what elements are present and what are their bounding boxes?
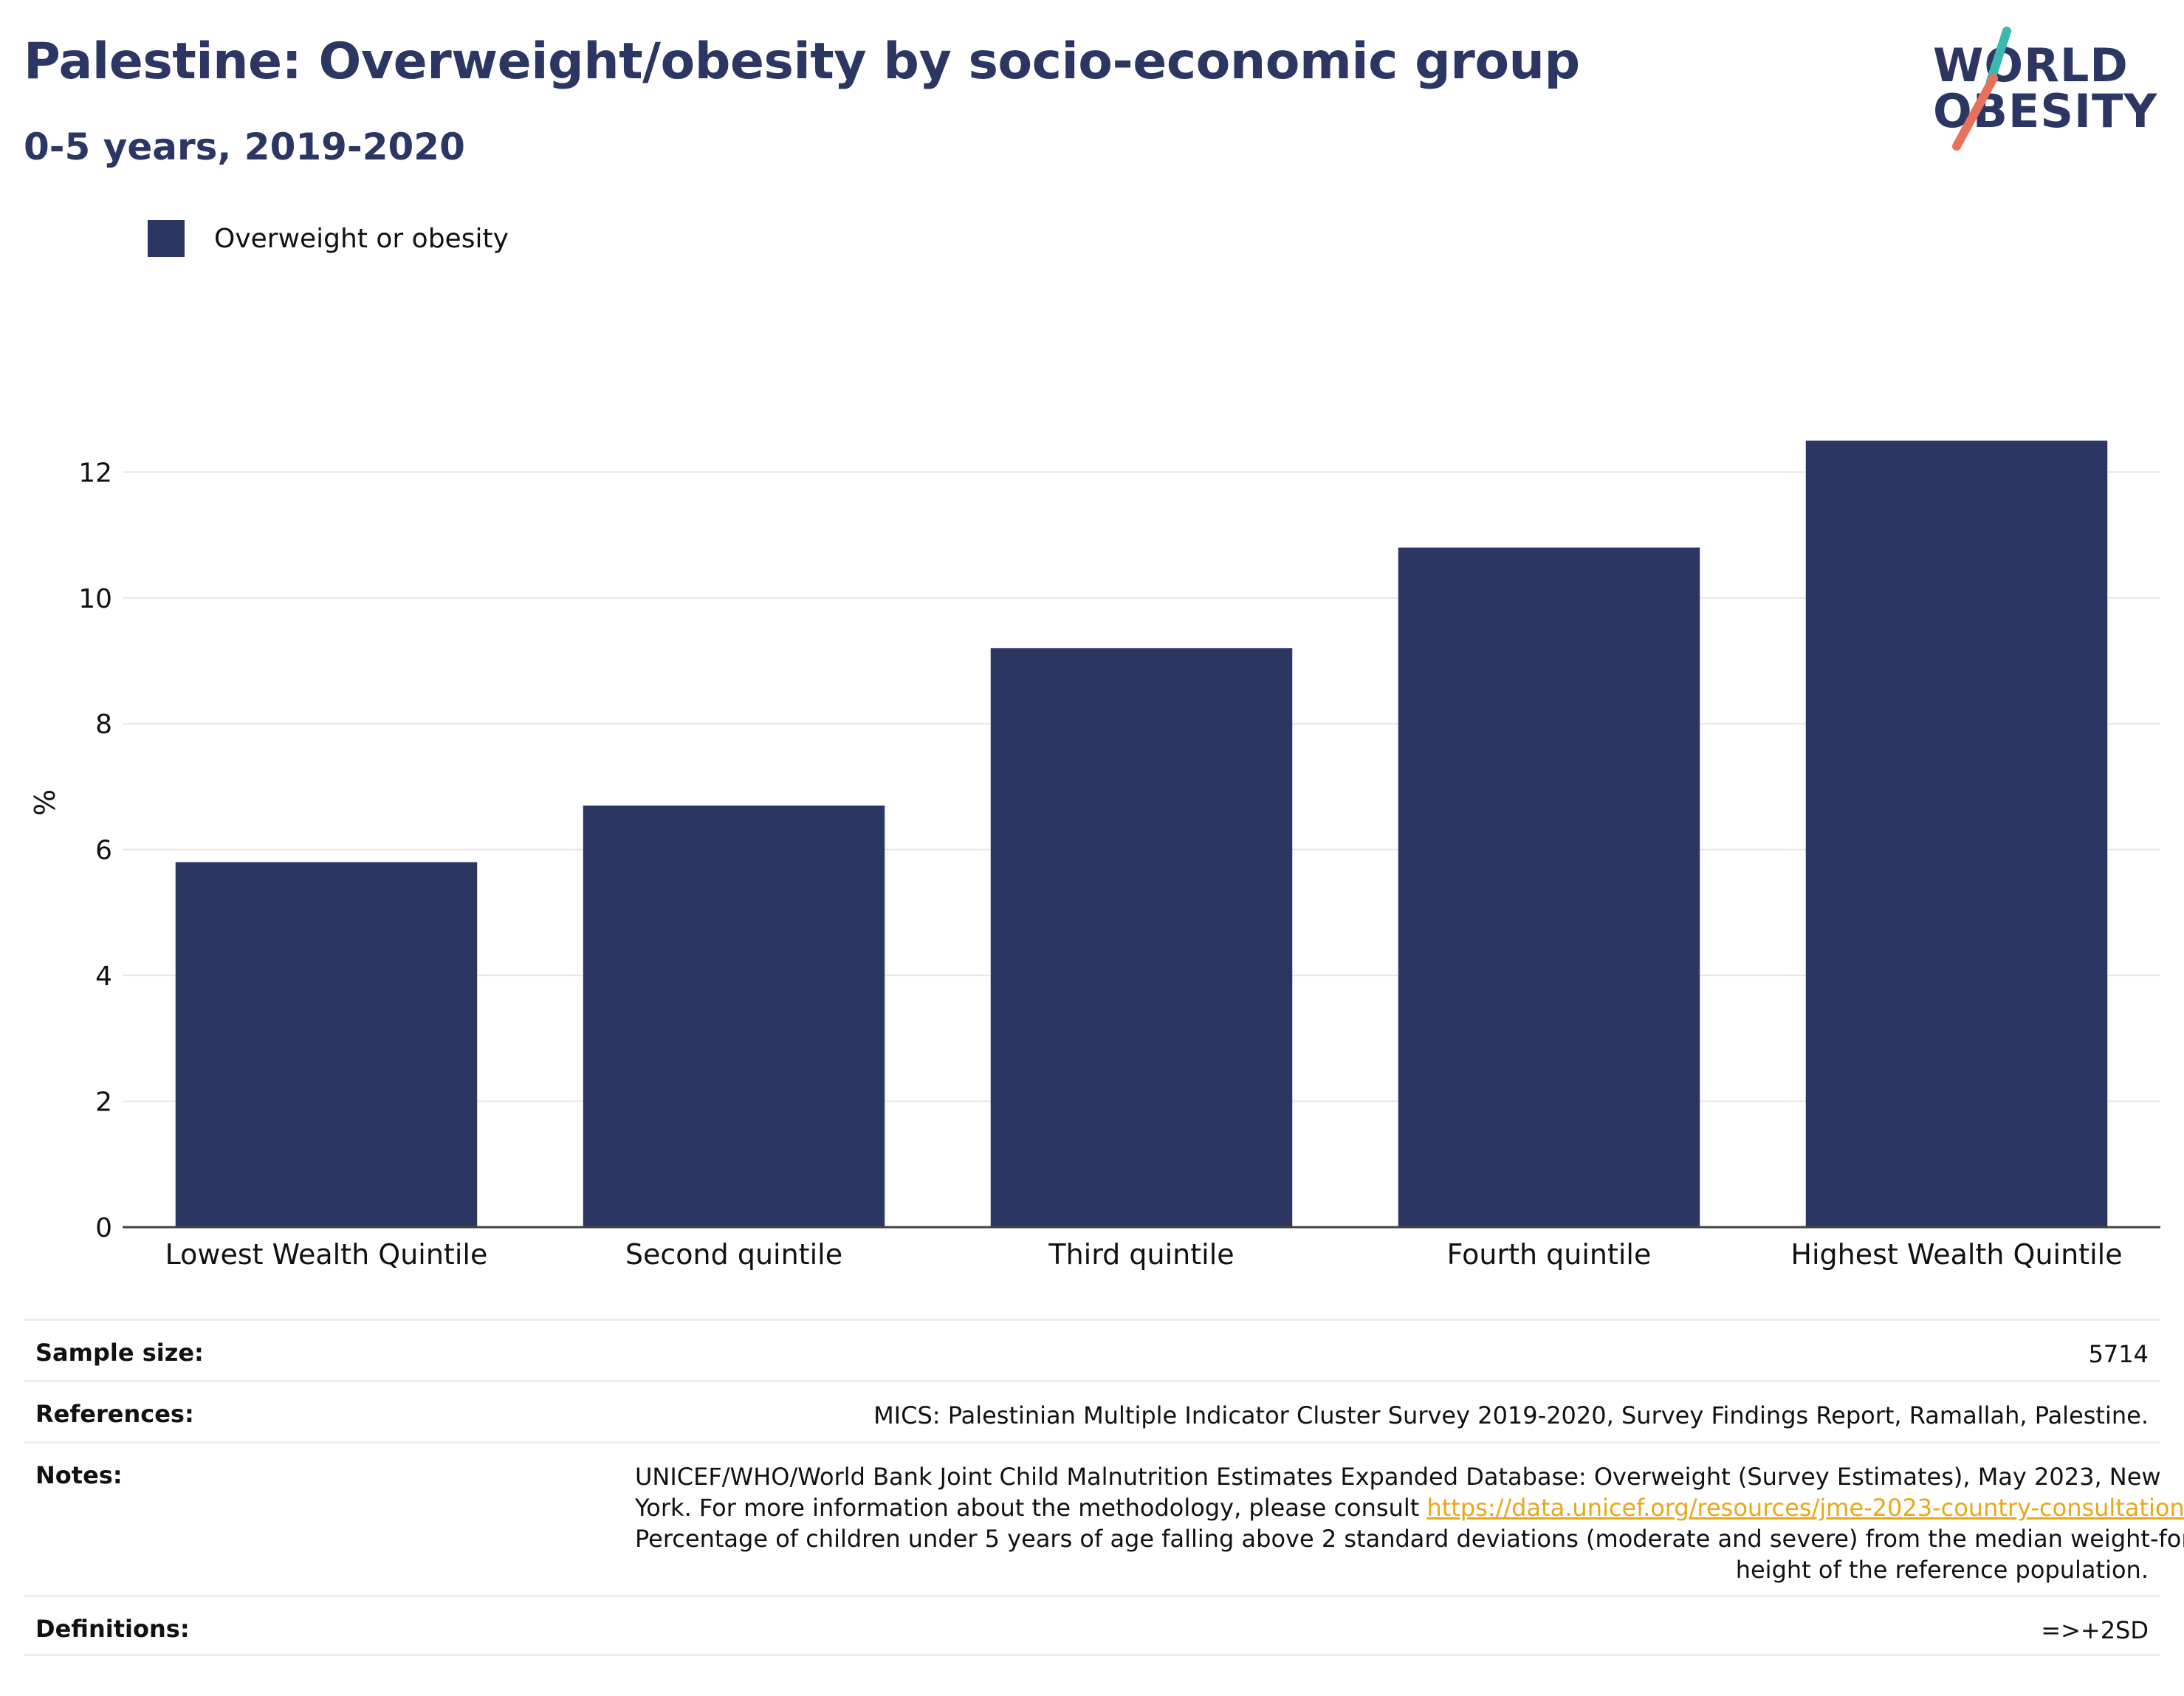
bar (1805, 440, 2108, 1228)
logo-slash-icon (1952, 27, 2011, 151)
bar-chart: 0 2 4 6 8 10 12% Lowest Wealth Quintile Second q… (29, 440, 2160, 1271)
definitions-label: Definitions: (35, 1615, 190, 1643)
chart-legend: Overweight or obesity (148, 220, 509, 257)
y-tick-label: 10 (78, 584, 112, 614)
bar (990, 648, 1293, 1227)
y-tick-label: 2 (95, 1088, 112, 1118)
sample-size-value: 5714 (2088, 1340, 2149, 1368)
notes-line-2: York. For more information about the met… (635, 1494, 1427, 1522)
world-obesity-logo: WORLD OBESITY (1920, 15, 2171, 162)
sample-size-label: Sample size: (35, 1339, 204, 1367)
references-value: MICS: Palestinian Multiple Indicator Clu… (873, 1401, 2149, 1429)
references-label: References: (35, 1400, 194, 1428)
x-tick-label: Second quintile (625, 1238, 842, 1271)
y-axis-label: % (29, 789, 61, 816)
bar (175, 862, 478, 1227)
legend-label: Overweight or obesity (214, 223, 509, 254)
info-table: Sample size: 5714 References: MICS: Pale… (24, 1319, 2184, 1656)
y-tick-label: 0 (95, 1213, 112, 1243)
bar (1398, 547, 1700, 1227)
y-tick-label: 6 (95, 836, 112, 866)
chart-subtitle: 0-5 years, 2019-2020 (24, 126, 465, 168)
info-row-sample-size: Sample size: 5714 (24, 1319, 2160, 1380)
bar (583, 806, 885, 1227)
notes-line-3: Percentage of children under 5 years of … (635, 1525, 2184, 1553)
info-row-references: References: MICS: Palestinian Multiple I… (24, 1380, 2160, 1441)
y-tick-label: 12 (78, 458, 112, 488)
logo-line-1: WORLD (1933, 38, 2129, 92)
x-tick-label: Highest Wealth Quintile (1790, 1238, 2122, 1271)
methodology-link[interactable]: https://data.unicef.org/resources/jme-20… (1426, 1494, 2184, 1522)
x-tick-label: Third quintile (1048, 1238, 1234, 1271)
x-tick-label: Lowest Wealth Quintile (165, 1238, 488, 1271)
notes-value: UNICEF/WHO/World Bank Joint Child Malnut… (635, 1461, 2184, 1585)
y-tick-label: 8 (95, 710, 112, 740)
info-row-definitions: Definitions: =>+2SD (24, 1595, 2160, 1656)
definitions-value: =>+2SD (2041, 1616, 2149, 1644)
legend-swatch (148, 220, 185, 257)
info-row-notes: Notes: UNICEF/WHO/World Bank Joint Child… (24, 1441, 2184, 1595)
notes-line-1: UNICEF/WHO/World Bank Joint Child Malnut… (635, 1463, 2161, 1491)
x-tick-label: Fourth quintile (1447, 1238, 1652, 1271)
chart-title: Palestine: Overweight/obesity by socio-e… (24, 32, 1580, 91)
notes-label: Notes: (35, 1461, 123, 1489)
y-tick-label: 4 (95, 961, 112, 992)
notes-line-4: height of the reference population. (1735, 1556, 2149, 1584)
